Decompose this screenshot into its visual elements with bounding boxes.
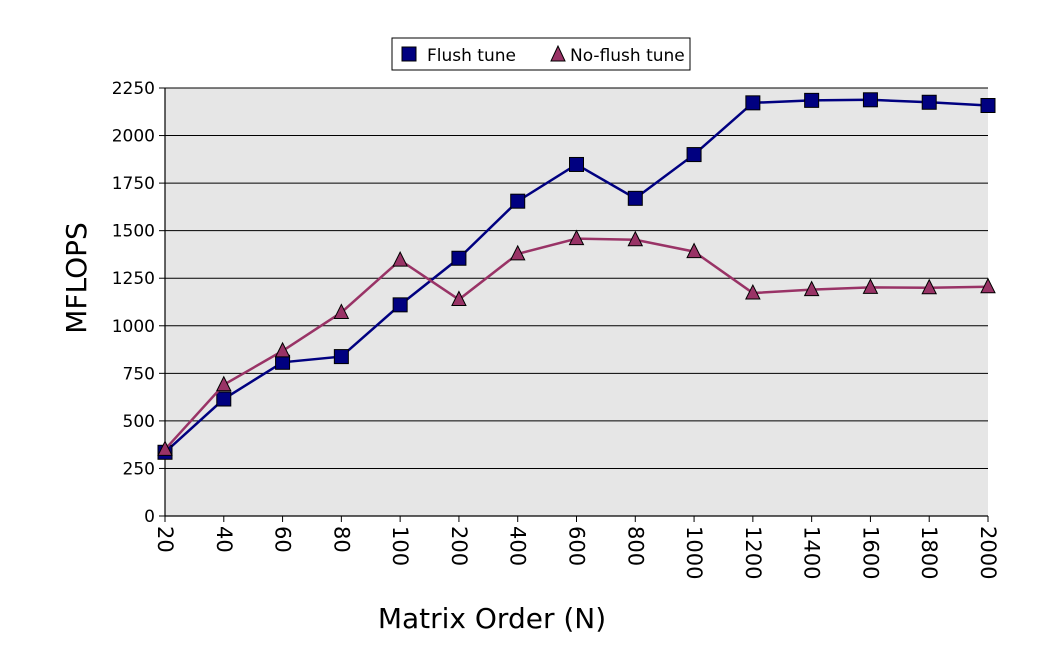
- y-tick-label: 2000: [112, 127, 155, 147]
- data-point: [333, 303, 350, 319]
- data-point: [451, 290, 467, 307]
- legend-box: [391, 37, 691, 71]
- data-point: [216, 391, 232, 407]
- y-tick-label: 1750: [112, 174, 155, 194]
- x-tick-label: 800: [623, 526, 647, 566]
- data-point: [862, 278, 879, 294]
- data-point: [686, 147, 702, 163]
- data-point: [803, 280, 820, 297]
- legend-label-no-flush-tune: No-flush tune: [570, 46, 685, 66]
- x-axis-ticks: 20 40 60 80 100 200 400 600 800 1000 1200 1400 1600 1…: [153, 516, 1000, 579]
- legend-label-flush-tune: Flush tune: [427, 46, 516, 66]
- data-point: [745, 95, 761, 111]
- data-point: [921, 94, 937, 110]
- data-point: [862, 92, 878, 108]
- data-point: [569, 156, 584, 172]
- data-point: [275, 354, 291, 370]
- y-tick-label: 250: [123, 459, 155, 479]
- y-tick-label: 2250: [112, 79, 155, 99]
- data-point: [627, 190, 643, 206]
- y-tick-label: 500: [123, 412, 155, 432]
- y-axis-title: MFLOPS: [60, 222, 93, 334]
- x-tick-label: 40: [212, 526, 236, 553]
- data-point: [627, 230, 644, 247]
- data-point: [804, 92, 820, 108]
- x-tick-label: 2000: [976, 526, 1000, 579]
- data-point: [333, 349, 349, 365]
- y-tick-label: 1000: [112, 317, 155, 337]
- data-point: [157, 440, 173, 456]
- y-tick-label: 1250: [112, 269, 155, 289]
- x-tick-label: 600: [565, 526, 589, 566]
- data-point: [274, 341, 291, 358]
- data-point: [215, 375, 232, 392]
- data-point: [745, 283, 761, 300]
- legend-marker-flush-tune: [401, 46, 417, 62]
- y-tick-label: 1500: [112, 222, 155, 242]
- legend-marker-no-flush-tune: [550, 44, 566, 62]
- x-tick-label: 1000: [682, 526, 706, 579]
- x-tick-label: 400: [506, 526, 530, 566]
- legend: Flush tune No-flush tune: [391, 37, 691, 71]
- data-point: [510, 193, 526, 209]
- y-tick-label: 0: [144, 507, 155, 527]
- x-tick-label: 20: [153, 526, 177, 553]
- data-point: [392, 251, 408, 267]
- y-axis-ticks: 0 250 500 750 1000 1250 1500 1750 2000 2250: [112, 79, 165, 527]
- data-point: [509, 244, 526, 261]
- x-tick-label: 200: [447, 526, 471, 566]
- data-point: [686, 242, 702, 259]
- y-tick-label: 750: [123, 364, 155, 384]
- x-tick-label: 80: [329, 526, 353, 553]
- x-tick-label: 1600: [858, 526, 882, 579]
- data-point: [392, 297, 408, 313]
- x-tick-label: 1200: [741, 526, 765, 579]
- data-point: [980, 98, 996, 114]
- x-tick-label: 1400: [800, 526, 824, 579]
- x-tick-label: 1800: [917, 526, 941, 579]
- series-no-flush-tune: [157, 229, 996, 456]
- plot-background: [165, 88, 988, 516]
- data-point: [980, 277, 996, 294]
- data-point: [921, 278, 938, 295]
- data-point: [451, 250, 467, 266]
- x-tick-label: 60: [271, 526, 295, 553]
- x-tick-label: 100: [388, 526, 412, 566]
- x-axis-title: Matrix Order (N): [378, 602, 606, 635]
- data-point: [568, 229, 585, 246]
- series-layer: [157, 92, 996, 460]
